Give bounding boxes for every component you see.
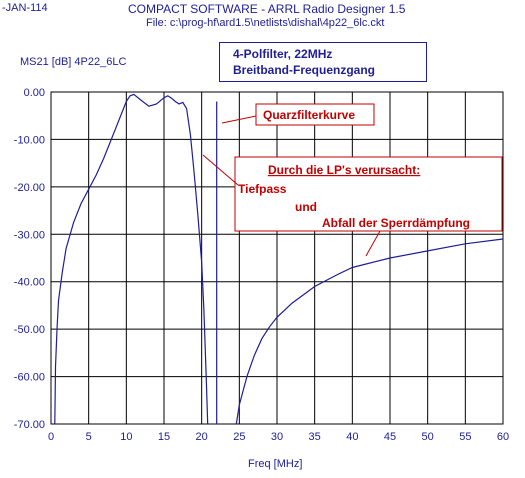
- filter-title-line2: Breitband-Frequenzgang: [233, 63, 376, 77]
- header-date: -JAN-114: [2, 2, 48, 14]
- x-tick-label: 0: [48, 431, 54, 443]
- x-tick-label: 10: [120, 431, 132, 443]
- x-tick-label: 20: [196, 431, 208, 443]
- y-tick-labels: 0.00 -10.00 -20.00 -30.00 -40.00 -50.00 -60.00…: [14, 87, 45, 431]
- x-tick-labels: 0 5 10 15 20 25 30 35 40 45 50 55 60: [48, 431, 509, 443]
- x-tick-label: 60: [497, 431, 509, 443]
- y-tick-label: -20.00: [14, 182, 45, 194]
- x-tick-label: 15: [158, 431, 170, 443]
- lp-annotation-box: [234, 156, 503, 232]
- app-title: COMPACT SOFTWARE - ARRL Radio Designer 1…: [128, 2, 406, 16]
- x-tick-label: 50: [422, 431, 434, 443]
- und-label: und: [295, 200, 317, 214]
- x-tick-label: 5: [86, 431, 92, 443]
- abfall-pointer: [365, 230, 381, 257]
- x-tick-label: 40: [346, 431, 358, 443]
- series-line-3: [235, 238, 504, 425]
- y-tick-label: -50.00: [14, 324, 45, 336]
- y-tick-label: -70.00: [14, 419, 45, 431]
- x-tick-label: 30: [271, 431, 283, 443]
- traces: [54, 93, 504, 425]
- x-tick-label: 35: [309, 431, 321, 443]
- quarz-label: Quarzfilterkurve: [263, 108, 355, 122]
- x-tick-label: 55: [459, 431, 471, 443]
- file-path: File: c:\prog-hf\ard1.5\netlists\dishal\…: [146, 17, 385, 29]
- abfall-label: Abfall der Sperrdämpfung: [322, 216, 470, 230]
- grid: [50, 91, 504, 425]
- y-tick-label: 0.00: [24, 87, 45, 99]
- y-tick-label: -60.00: [14, 372, 45, 384]
- y-tick-label: -10.00: [14, 134, 45, 146]
- tiefpass-label: Tiefpass: [238, 182, 287, 196]
- lp-heading: Durch die LP's verursacht:: [268, 163, 420, 177]
- x-tick-label: 25: [233, 431, 245, 443]
- series-line-1: [54, 93, 209, 425]
- x-tick-label: 45: [384, 431, 396, 443]
- filter-title-line1: 4-Polfilter, 22MHz: [233, 47, 333, 61]
- annotations: Quarzfilterkurve Durch die LP's verursac…: [202, 103, 503, 257]
- quarz-pointer: [221, 115, 257, 124]
- filter-title-box: 4-Polfilter, 22MHz Breitband-Frequenzgan…: [219, 42, 427, 82]
- y-tick-label: -40.00: [14, 277, 45, 289]
- y-axis-label: MS21 [dB] 4P22_6LC: [20, 56, 127, 68]
- x-axis-label: Freq [MHz]: [248, 458, 302, 470]
- quarz-label-box: [255, 103, 375, 126]
- y-tick-label: -30.00: [14, 229, 45, 241]
- tiefpass-pointer: [202, 154, 239, 186]
